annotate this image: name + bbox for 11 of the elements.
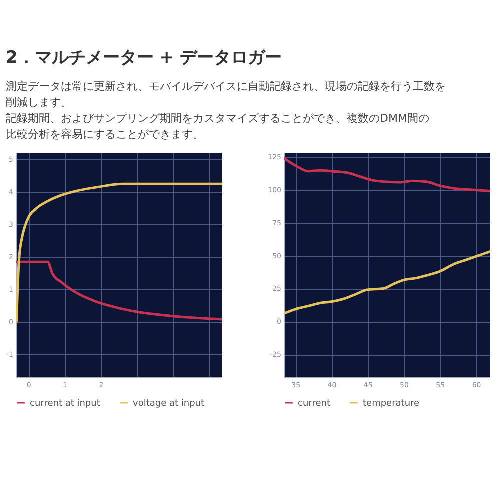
- text: 記録期間、およびサンプリング期間をカスタマイズすることができ、複数のDMM間の比較分析を容易にすることができます。: [6, 112, 430, 141]
- chart-subtitle: 測定データは常に更新され、モバイルデバイスに自動記録され、現場の記録を行う工数を削減します。: [6, 80, 446, 109]
- line-series: [16, 260, 222, 321]
- legend-label: voltage at input: [133, 399, 206, 409]
- line-series: [16, 182, 222, 324]
- line-series: [284, 250, 490, 316]
- legend-label: current at input: [30, 399, 101, 409]
- chart-title: 2．マルチメーター + データロガー: [6, 48, 282, 68]
- legend-label: temperature: [363, 399, 420, 409]
- legend-label: current: [298, 399, 331, 409]
- line-series: [284, 157, 490, 192]
